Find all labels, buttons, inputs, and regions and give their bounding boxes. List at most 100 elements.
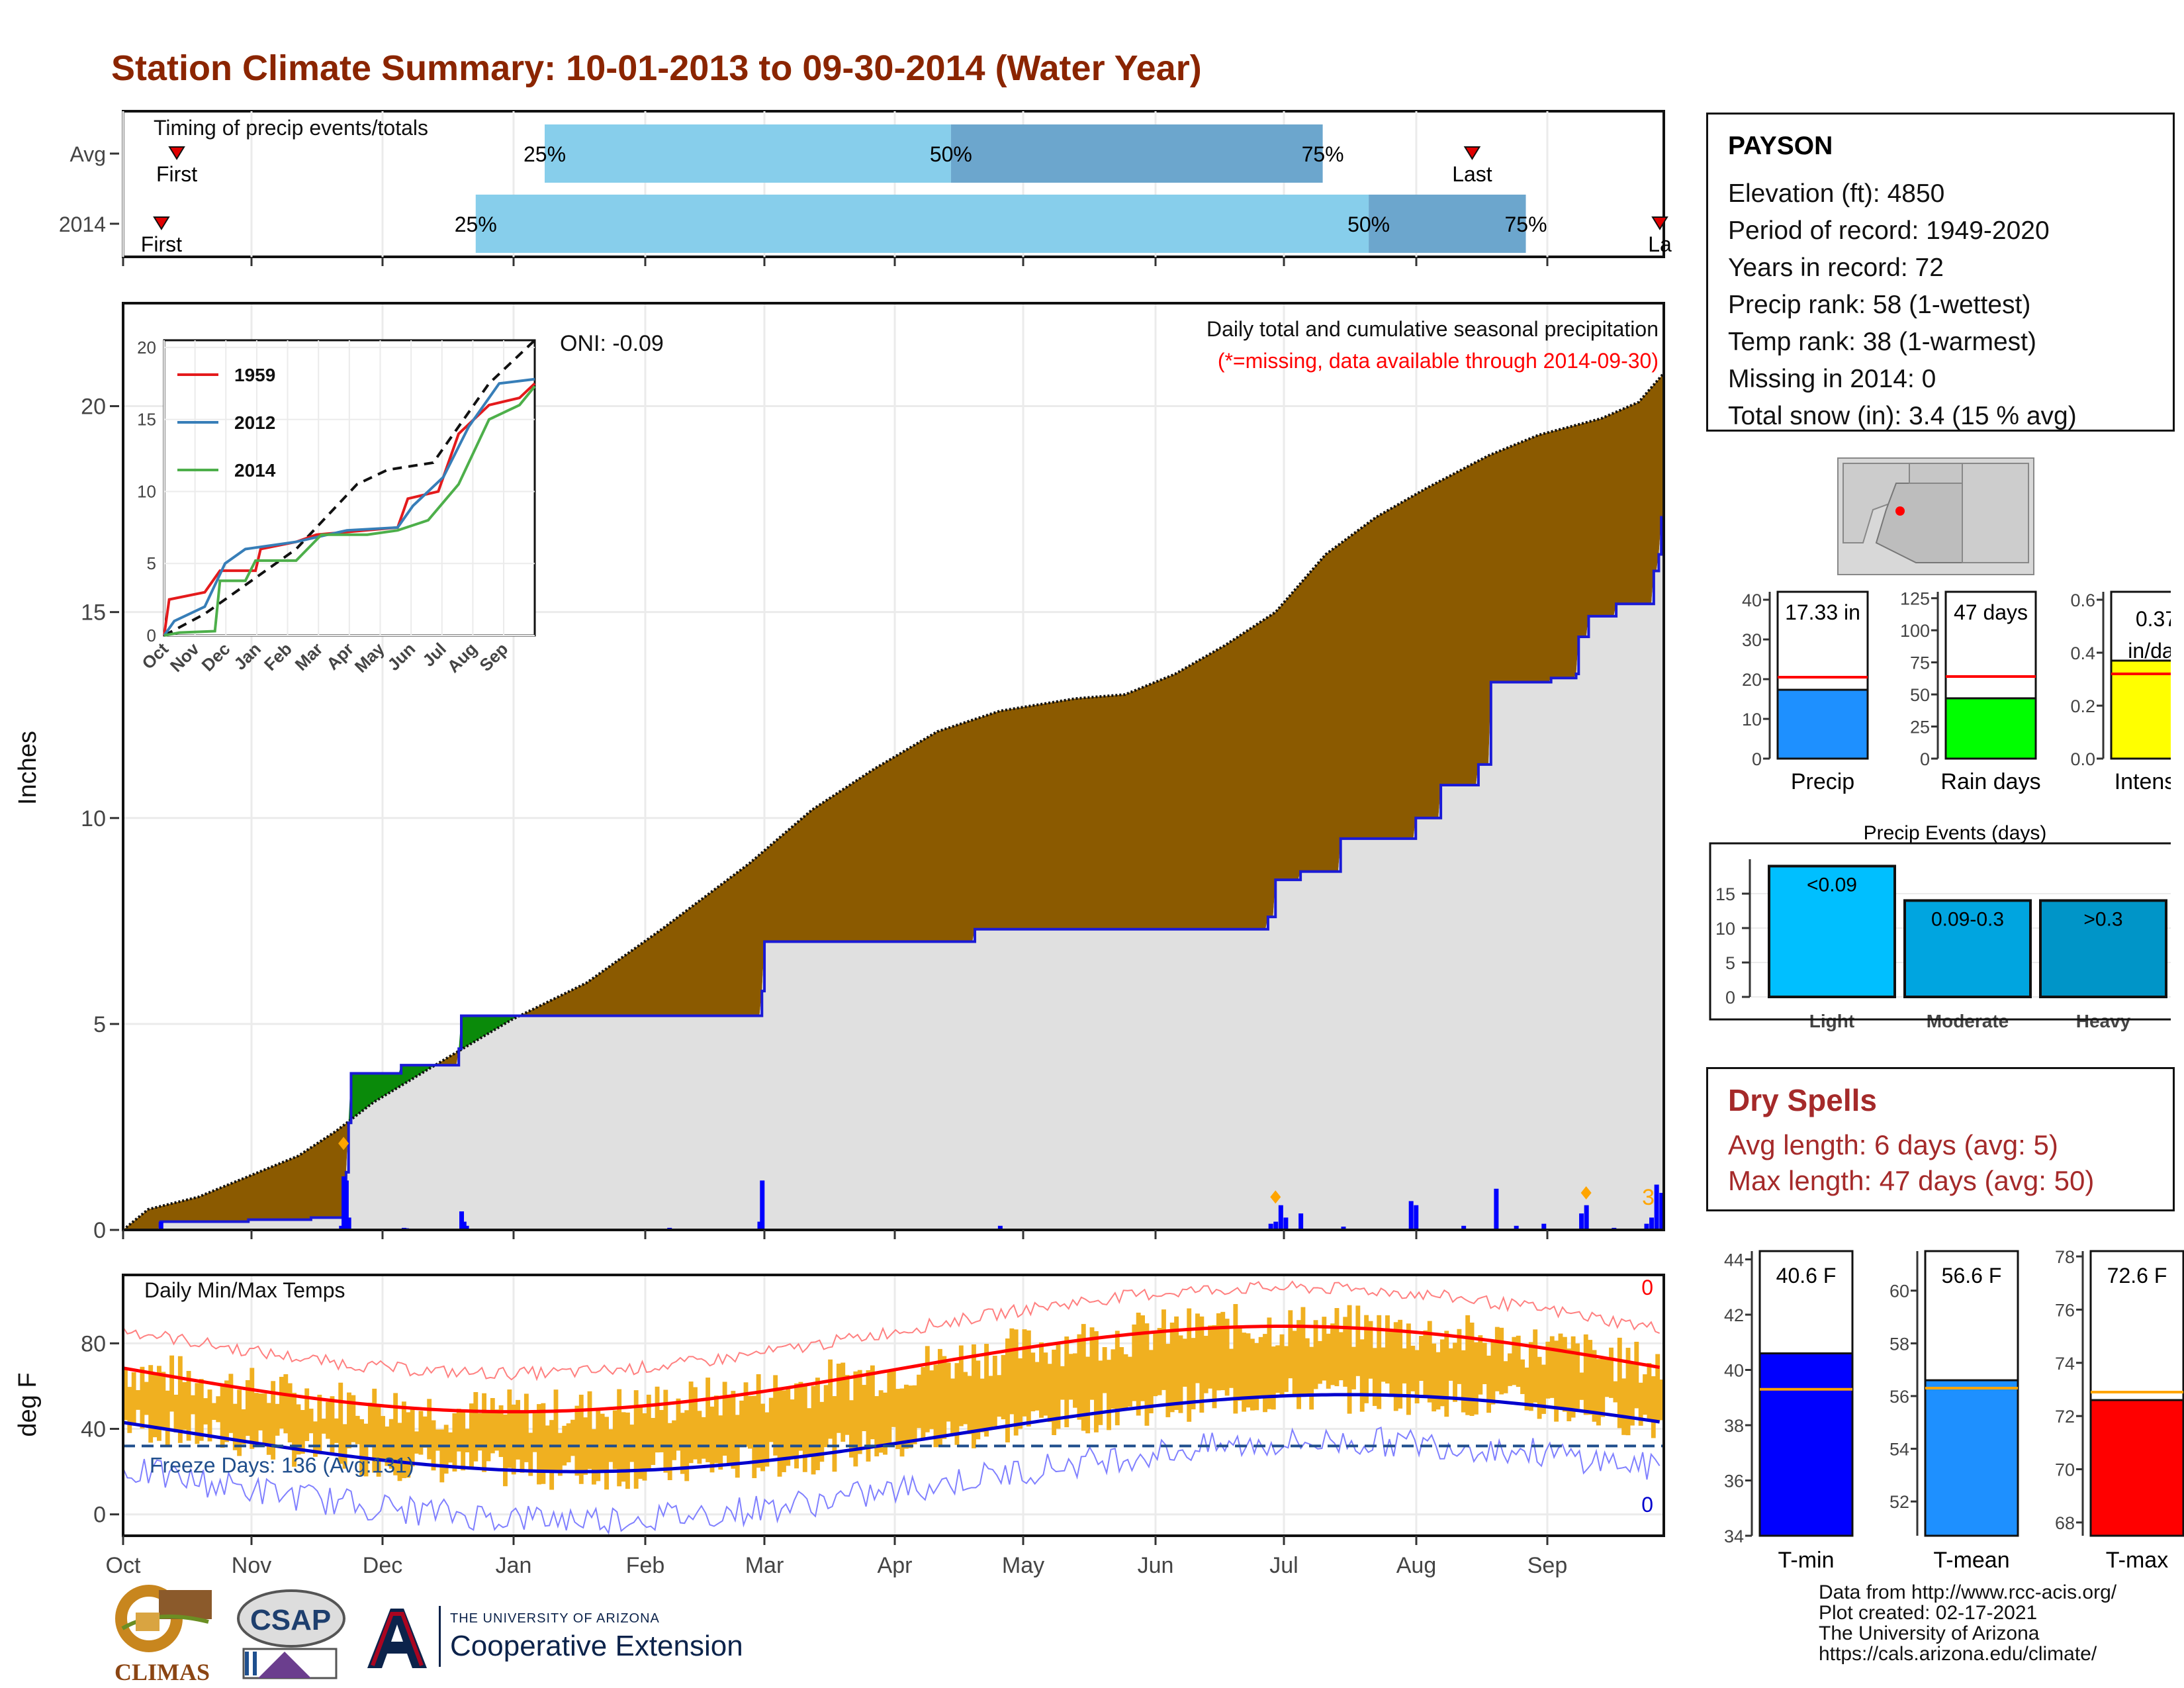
daily-temp-bar bbox=[1288, 1310, 1293, 1379]
daily-temp-bar bbox=[237, 1389, 242, 1456]
daily-temp-bar bbox=[1034, 1362, 1040, 1411]
daily-temp-bar bbox=[672, 1420, 677, 1460]
daily-temp-bar bbox=[490, 1397, 495, 1454]
precip-y-tick-1: 5 bbox=[93, 1012, 106, 1037]
temp-summary-tick-1-4: 60 bbox=[1889, 1282, 1909, 1301]
daily-temp-bar bbox=[1609, 1347, 1614, 1398]
daily-temp-bar bbox=[1617, 1337, 1622, 1429]
daily-temp-bar bbox=[165, 1390, 170, 1446]
daily-precip-bar-24 bbox=[1494, 1188, 1499, 1230]
daily-temp-bar bbox=[1148, 1350, 1154, 1414]
precip-events-bar-label-0: <0.09 bbox=[1807, 874, 1857, 896]
daily-temp-bar bbox=[1629, 1363, 1635, 1426]
daily-temp-bar bbox=[1347, 1305, 1352, 1414]
daily-temp-bar bbox=[819, 1401, 825, 1462]
temp-y-tick-1: 40 bbox=[81, 1417, 106, 1442]
daily-temp-bar bbox=[739, 1400, 745, 1448]
footer-line-1: Plot created: 02-17-2021 bbox=[1819, 1602, 2038, 1624]
daily-precip-bar-16 bbox=[1273, 1221, 1279, 1230]
temp-summary-tick-0-4: 42 bbox=[1724, 1305, 1744, 1325]
daily-precip-bar-15 bbox=[1268, 1223, 1273, 1230]
x-axis-month-2: Dec bbox=[363, 1553, 402, 1578]
dry-spells-panel: Dry Spells Avg length: 6 days (avg: 5) M… bbox=[1706, 1067, 2175, 1211]
daily-temp-bar bbox=[131, 1372, 136, 1424]
station-info-line-2: Years in record: 72 bbox=[1728, 254, 1944, 282]
temp-summary-tick-1-0: 52 bbox=[1889, 1492, 1909, 1512]
daily-precip-bar-26 bbox=[1541, 1223, 1547, 1230]
mini-precip-tick-2-2: 0.4 bbox=[2070, 643, 2095, 663]
daily-temp-bar bbox=[342, 1424, 347, 1469]
daily-temp-bar bbox=[929, 1370, 934, 1429]
x-axis-month-11: Sep bbox=[1527, 1553, 1568, 1578]
daily-temp-bar bbox=[764, 1412, 770, 1467]
climas-logo: CLIMAS bbox=[109, 1582, 215, 1685]
daily-temp-bar bbox=[410, 1409, 415, 1467]
daily-temp-bar bbox=[367, 1402, 373, 1446]
daily-temp-bar bbox=[760, 1403, 765, 1472]
daily-temp-bar bbox=[1549, 1336, 1555, 1398]
ua-big-text: Cooperative Extension bbox=[450, 1630, 743, 1662]
daily-temp-bar bbox=[1334, 1308, 1340, 1387]
daily-precip-bar-13 bbox=[847, 1229, 852, 1230]
cumulative-surplus-area bbox=[123, 373, 1664, 1230]
csap-logo: CSAP bbox=[232, 1585, 351, 1685]
precip-events-bar-label-2: >0.3 bbox=[2083, 908, 2122, 930]
daily-temp-bar bbox=[1254, 1342, 1259, 1411]
daily-temp-bar bbox=[477, 1413, 482, 1451]
daily-temp-bar bbox=[866, 1370, 871, 1462]
daily-precip-bar-19 bbox=[1298, 1213, 1304, 1230]
daily-temp-bar bbox=[355, 1415, 360, 1444]
daily-temp-bar bbox=[688, 1382, 694, 1464]
daily-temp-bar bbox=[173, 1394, 179, 1432]
temp-panel-frame bbox=[122, 1274, 1665, 1537]
daily-temp-bar bbox=[786, 1389, 791, 1466]
daily-temp-bar bbox=[503, 1414, 508, 1487]
daily-temp-bar bbox=[401, 1401, 406, 1478]
timing-p25-label-1: 25% bbox=[455, 212, 497, 236]
daily-temp-bar bbox=[1659, 1380, 1664, 1421]
daily-temp-bar bbox=[397, 1423, 402, 1481]
daily-temp-bar bbox=[1073, 1353, 1077, 1408]
timing-last-label-1: La bbox=[1648, 232, 1672, 256]
daily-temp-bar bbox=[1503, 1361, 1508, 1393]
daily-temp-bar bbox=[870, 1365, 875, 1440]
station-info-panel: PAYSON Elevation (ft): 4850 Period of rec… bbox=[1706, 113, 2175, 432]
daily-precip-bar-27 bbox=[1579, 1213, 1584, 1230]
daily-temp-bar bbox=[1570, 1336, 1576, 1418]
daily-temp-bar bbox=[1136, 1312, 1141, 1416]
daily-temp-bar bbox=[313, 1421, 318, 1457]
daily-temp-bar bbox=[667, 1423, 672, 1481]
daily-temp-bar bbox=[1406, 1323, 1411, 1415]
temp-summary-bar-0 bbox=[1758, 1352, 1854, 1537]
x-axis-month-4: Feb bbox=[626, 1553, 665, 1578]
mini-precip-tick-1-1: 25 bbox=[1910, 718, 1930, 737]
daily-temp-bar bbox=[287, 1383, 293, 1443]
oni-label: ONI: -0.09 bbox=[560, 331, 664, 356]
station-info-line-0: Elevation (ft): 4850 bbox=[1728, 179, 1945, 208]
daily-temp-bar bbox=[1499, 1327, 1504, 1395]
daily-temp-bar bbox=[697, 1411, 702, 1464]
daily-temp-bar bbox=[516, 1399, 521, 1460]
daily-temp-bar bbox=[549, 1420, 555, 1490]
daily-temp-bar bbox=[1182, 1338, 1187, 1387]
daily-temp-bar bbox=[1313, 1320, 1318, 1389]
precip-legend-sub: (*=missing, data available through 2014-… bbox=[1218, 349, 1659, 373]
timing-p50-label-1: 50% bbox=[1347, 212, 1390, 236]
x-axis-month-3: Jan bbox=[496, 1553, 532, 1578]
temp-summary-bar-1 bbox=[1924, 1379, 2019, 1537]
precip-legend-title: Daily total and cumulative seasonal prec… bbox=[1206, 317, 1659, 341]
daily-temp-bar bbox=[1077, 1334, 1082, 1420]
x-axis-month-5: Mar bbox=[745, 1553, 784, 1578]
daily-temp-bar bbox=[1022, 1329, 1027, 1417]
inset-x-tick-7: May bbox=[351, 639, 388, 677]
inset-frame bbox=[163, 339, 536, 637]
mini-precip-tick-1-0: 0 bbox=[1920, 749, 1930, 769]
daily-temp-bar bbox=[1085, 1356, 1091, 1434]
daily-temp-bar bbox=[794, 1383, 799, 1469]
mini-precip-label-2: Intensity bbox=[2115, 769, 2171, 794]
daily-temp-bar bbox=[722, 1382, 727, 1456]
daily-precip-bar-10 bbox=[667, 1227, 672, 1230]
daily-temp-bar bbox=[604, 1417, 609, 1490]
daily-temp-bar bbox=[1271, 1346, 1276, 1410]
daily-temp-bar bbox=[768, 1397, 774, 1442]
